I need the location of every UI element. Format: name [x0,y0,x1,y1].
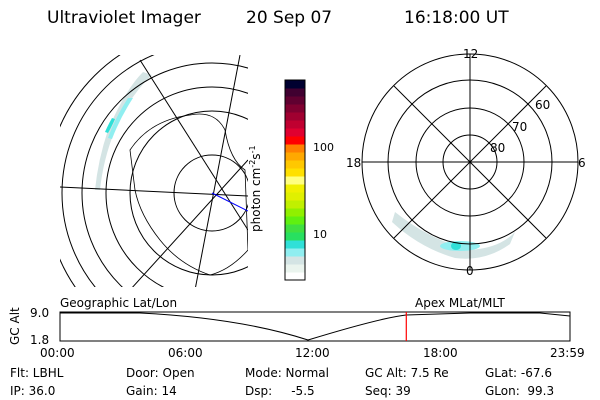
aurora-emission-left [95,72,152,190]
colorbar-swatch [285,240,305,249]
instrument-title: Ultraviolet Imager [47,8,201,28]
colorbar-swatch [285,104,305,113]
colorbar-swatch [285,112,305,121]
altitude-timeline [59,311,571,342]
colorbar-swatch [285,272,305,281]
time-label: 16:18:00 UT [404,8,509,28]
gc-alt-axis-label: GC Alt [8,307,22,345]
colorbar-swatch [285,208,305,217]
colorbar-swatch [285,144,305,153]
x-tick: 12:00 [295,346,330,360]
colorbar-swatch [285,224,305,233]
mlt-label-0: 0 [466,264,474,278]
colorbar [285,80,305,281]
colorbar-swatch [285,128,305,137]
colorbar-swatch [285,96,305,105]
colorbar-swatch [285,88,305,97]
colorbar-swatch [285,168,305,177]
x-tick: 23:59 [550,346,585,360]
colorbar-swatch [285,216,305,225]
y-tick-9: 9.0 [30,306,50,320]
polar-plot [361,53,579,271]
mlat-label-80: 80 [490,141,506,155]
colorbar-label: photon cm-2s-1 [248,145,263,232]
filter-info: Flt: LBHL [10,366,64,380]
ip-info: IP: 36.0 [10,384,56,398]
y-tick-1-8: 1.8 [30,333,50,347]
gc-alt-info: GC Alt: 7.5 Re [365,366,449,380]
colorbar-swatch [285,120,305,129]
door-info: Door: Open [126,366,195,380]
glat-info: GLat: -67.6 [485,366,552,380]
geographic-map [60,55,248,287]
colorbar-swatch [285,160,305,169]
colorbar-swatch [285,264,305,273]
mlt-label-18: 18 [346,156,362,170]
colorbar-swatch [285,184,305,193]
mlat-label-70: 70 [512,120,528,134]
mlt-label-6: 6 [578,156,586,170]
gain-info: Gain: 14 [126,384,177,398]
colorbar-swatch [285,136,305,145]
colorbar-swatch [285,200,305,209]
colorbar-tick-100: 100 [313,141,334,154]
glon-info: GLon: 99.3 [485,384,555,398]
colorbar-tick-10: 10 [313,228,327,241]
colorbar-swatch [285,80,305,89]
colorbar-swatch [285,256,305,265]
mlt-label-12: 12 [463,47,479,61]
colorbar-swatch [285,192,305,201]
colorbar-swatch [285,248,305,257]
geographic-title: Geographic Lat/Lon [60,296,178,310]
mode-info: Mode: Normal [245,366,329,380]
apex-title: Apex MLat/MLT [415,296,505,310]
x-tick: 18:00 [423,346,458,360]
seq-info: Seq: 39 [365,384,411,398]
date-label: 20 Sep 07 [246,8,333,28]
colorbar-swatch [285,176,305,185]
sun-direction-line [211,192,248,212]
colorbar-swatch [285,232,305,241]
x-tick: 06:00 [168,346,203,360]
mlat-label-60: 60 [535,98,551,112]
x-tick: 00:00 [40,346,75,360]
colorbar-swatch [285,152,305,161]
dsp-info: Dsp: -5.5 [245,384,315,398]
